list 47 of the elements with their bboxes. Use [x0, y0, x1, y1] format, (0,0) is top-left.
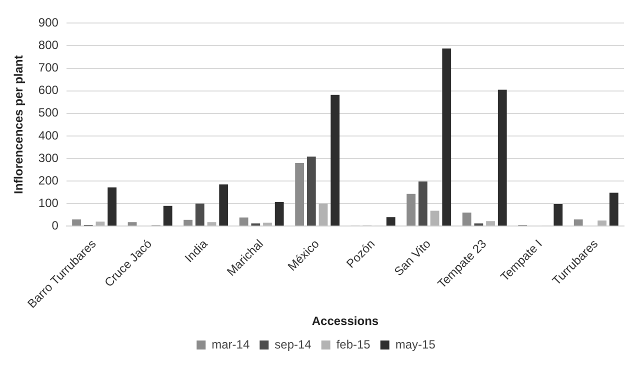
bar	[207, 222, 216, 226]
y-tick-label: 800	[38, 38, 59, 52]
bar	[498, 90, 507, 226]
bar	[306, 156, 316, 226]
legend-label: mar-14	[212, 337, 250, 352]
bar	[163, 206, 172, 226]
bar	[598, 220, 606, 226]
bar	[474, 223, 484, 226]
y-tick-label: 600	[38, 83, 59, 98]
y-tick-label: 500	[38, 106, 59, 120]
bar	[430, 210, 440, 226]
legend-label: sep-14	[274, 337, 312, 352]
y-tick-label: 200	[38, 173, 59, 188]
bar	[462, 212, 472, 226]
bar	[295, 162, 304, 226]
legend-label: may-15	[395, 337, 436, 352]
y-axis-title: Inflorencences per plant	[12, 55, 26, 194]
bar	[96, 222, 105, 226]
y-tick-label: 300	[38, 150, 59, 165]
bar	[318, 204, 328, 226]
bar	[442, 48, 452, 226]
bar	[108, 187, 117, 226]
bar	[72, 219, 81, 226]
bar	[486, 221, 495, 226]
legend-label: feb-15	[336, 337, 371, 352]
bar	[386, 217, 396, 226]
y-tick-label: 0	[52, 218, 59, 232]
bar	[274, 202, 284, 226]
x-axis-title: Accessions	[312, 314, 379, 328]
bar	[330, 94, 340, 226]
bar	[251, 223, 260, 226]
bar	[128, 222, 137, 226]
y-tick-label: 100	[38, 196, 59, 210]
bar	[239, 218, 248, 226]
y-tick-label: 900	[38, 16, 59, 30]
y-tick-label: 400	[38, 128, 59, 142]
bar	[263, 222, 272, 226]
y-tick-label: 700	[38, 60, 59, 75]
bar	[554, 204, 563, 226]
bar	[184, 220, 192, 226]
bar	[609, 192, 618, 226]
bar	[418, 181, 428, 226]
bar	[219, 184, 228, 226]
bar	[195, 204, 204, 226]
bar	[574, 219, 583, 226]
bar	[406, 194, 416, 226]
x-tick-label: San Vito	[391, 236, 434, 279]
